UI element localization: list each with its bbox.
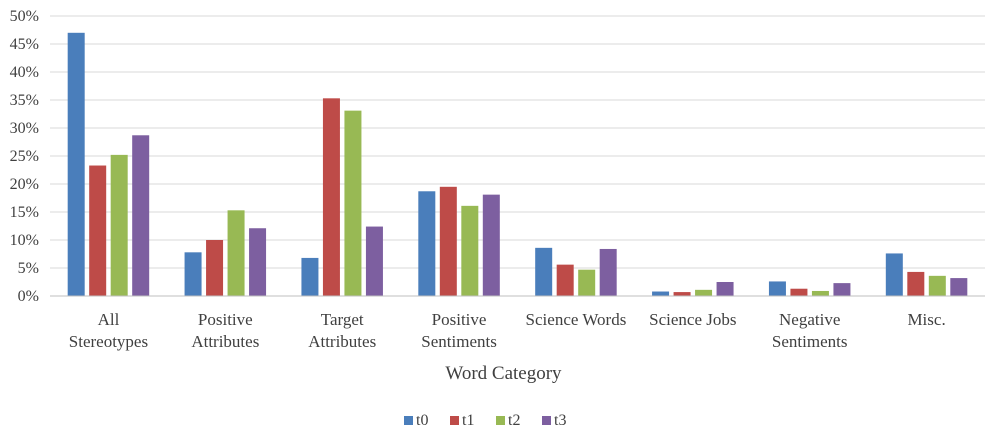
x-category-label: Science Jobs	[649, 310, 736, 329]
bars	[67, 32, 968, 297]
x-axis-title: Word Category	[445, 363, 562, 384]
bar-t1	[322, 98, 340, 296]
legend-label-t1: t1	[462, 412, 474, 429]
y-tick-label: 15%	[10, 204, 39, 221]
bar-t0	[652, 291, 670, 296]
legend-label-t0: t0	[416, 412, 428, 429]
x-category-label: Misc.	[907, 310, 945, 329]
x-category-label: Target Attributes	[308, 310, 376, 351]
bar-t0	[184, 252, 202, 296]
y-tick-label: 25%	[10, 148, 39, 165]
y-tick-label: 5%	[18, 260, 39, 277]
legend-swatch-t2	[496, 416, 505, 425]
bar-t2	[928, 275, 946, 296]
legend-label-t2: t2	[508, 412, 520, 429]
bar-t2	[110, 154, 128, 296]
bar-t0	[768, 281, 786, 296]
bar-t1	[439, 186, 457, 296]
bar-t3	[716, 282, 734, 296]
legend-swatch-t0	[404, 416, 413, 425]
bar-t2	[461, 205, 479, 296]
bar-t1	[790, 288, 808, 296]
bar-t0	[885, 253, 903, 296]
bar-t2	[578, 269, 596, 296]
bar-t3	[132, 135, 150, 296]
x-category-label: Positive Sentiments	[421, 310, 497, 351]
y-tick-label: 10%	[10, 232, 39, 249]
bar-t1	[556, 264, 574, 296]
x-axis-categories: All Stereotypes Positive Attributes Target At…	[69, 310, 946, 351]
legend-swatch-t3	[542, 416, 551, 425]
bar-t1	[206, 240, 224, 296]
bar-t1	[673, 292, 691, 296]
bar-t3	[833, 283, 851, 296]
y-axis-ticks: 0% 5% 10% 15% 20% 25% 30% 35% 40% 45% 50%	[10, 8, 39, 305]
y-tick-label: 30%	[10, 120, 39, 137]
bar-t0	[418, 191, 436, 296]
bar-t1	[907, 271, 925, 296]
legend: t0 t1 t2 t3	[404, 412, 566, 429]
bar-t1	[89, 165, 107, 296]
x-category-label: Negative Sentiments	[772, 310, 848, 351]
bar-t3	[482, 194, 500, 296]
y-tick-label: 0%	[18, 288, 39, 305]
legend-swatch-t1	[450, 416, 459, 425]
gridlines	[50, 15, 985, 269]
bar-t3	[599, 248, 617, 296]
bar-t2	[227, 210, 245, 296]
y-tick-label: 50%	[10, 8, 39, 25]
y-tick-label: 45%	[10, 36, 39, 53]
x-category-label: Science Words	[526, 310, 627, 329]
y-tick-label: 40%	[10, 64, 39, 81]
y-tick-label: 20%	[10, 176, 39, 193]
bar-t2	[344, 110, 362, 296]
bar-t0	[301, 257, 319, 296]
bar-t2	[695, 289, 713, 296]
bar-t0	[67, 32, 85, 297]
bar-t3	[249, 228, 267, 296]
legend-label-t3: t3	[554, 412, 566, 429]
bar-t0	[535, 247, 553, 296]
bar-t2	[811, 290, 829, 296]
x-category-label: Positive Attributes	[191, 310, 259, 351]
y-tick-label: 35%	[10, 92, 39, 109]
x-category-label: All Stereotypes	[69, 310, 148, 351]
bar-t3	[365, 226, 383, 296]
bar-t3	[950, 278, 968, 296]
